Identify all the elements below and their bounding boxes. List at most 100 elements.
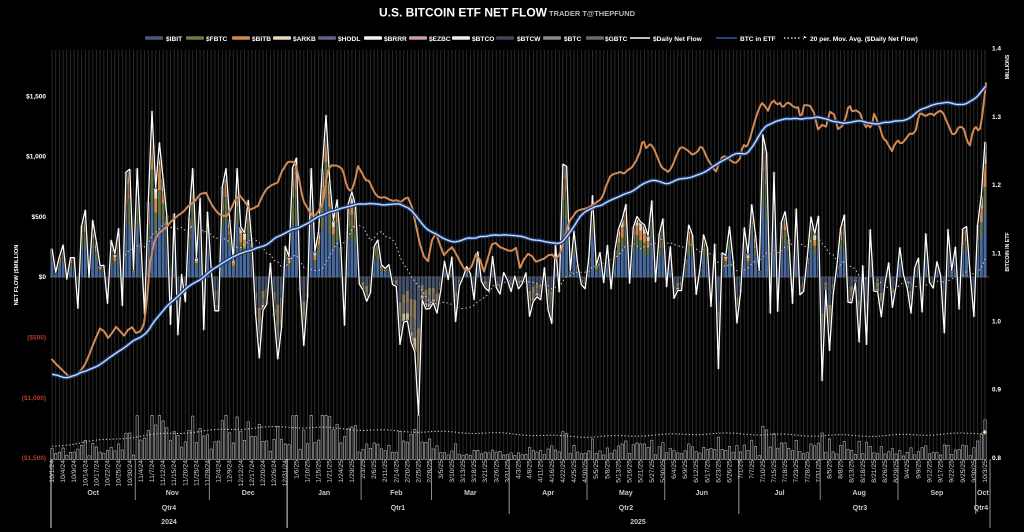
svg-text:Jun: Jun — [696, 490, 708, 497]
svg-text:9/22/25: 9/22/25 — [949, 460, 956, 483]
svg-text:10/30/24: 10/30/24 — [127, 460, 134, 487]
svg-text:7/7/25: 7/7/25 — [749, 460, 756, 479]
svg-text:10/22/24: 10/22/24 — [105, 460, 112, 487]
svg-text:5/13/25: 5/13/25 — [616, 460, 623, 483]
svg-text:2/25/25: 2/25/25 — [416, 460, 423, 483]
svg-text:12/4/24: 12/4/24 — [216, 460, 223, 483]
svg-text:($1,500): ($1,500) — [22, 455, 46, 462]
svg-text:9/4/25: 9/4/25 — [904, 460, 911, 479]
svg-text:8/8/25: 8/8/25 — [838, 460, 845, 479]
svg-text:7/23/25: 7/23/25 — [793, 460, 800, 483]
svg-text:BTC in ETF: BTC in ETF — [740, 36, 776, 43]
svg-text:3/21/25: 3/21/25 — [482, 460, 489, 483]
svg-text:$BTC: $BTC — [564, 36, 581, 43]
svg-text:3/18/25: 3/18/25 — [471, 460, 478, 483]
svg-text:1.1: 1.1 — [992, 250, 1001, 257]
svg-text:11/15/24: 11/15/24 — [171, 460, 178, 486]
svg-text:11/20/24: 11/20/24 — [182, 460, 189, 486]
svg-text:$0: $0 — [39, 274, 47, 281]
svg-text:5/27/25: 5/27/25 — [649, 460, 656, 483]
svg-text:2025: 2025 — [630, 519, 646, 526]
svg-text:$BITB: $BITB — [252, 36, 271, 43]
svg-text:5/16/25: 5/16/25 — [627, 460, 634, 483]
svg-text:5/30/25: 5/30/25 — [660, 460, 667, 483]
svg-text:0.9: 0.9 — [992, 387, 1001, 394]
svg-text:1.0: 1.0 — [992, 319, 1001, 326]
svg-text:20 per. Mov. Avg. ($Daily Net: 20 per. Mov. Avg. ($Daily Net Flow) — [810, 36, 918, 43]
svg-text:8/13/25: 8/13/25 — [849, 460, 856, 483]
svg-text:8/18/25: 8/18/25 — [860, 460, 867, 483]
svg-text:1/24/25: 1/24/25 — [338, 460, 345, 483]
svg-text:Apr: Apr — [542, 490, 554, 497]
svg-text:$IBIT: $IBIT — [166, 36, 182, 43]
svg-text:4/25/25: 4/25/25 — [571, 460, 578, 483]
svg-text:Aug: Aug — [852, 490, 866, 497]
svg-text:7/31/25: 7/31/25 — [815, 460, 822, 483]
svg-text:2024: 2024 — [161, 519, 177, 526]
svg-text:3/5/25: 3/5/25 — [438, 460, 445, 479]
svg-text:5/8/25: 5/8/25 — [604, 460, 611, 479]
svg-text:2/14/25: 2/14/25 — [393, 460, 400, 483]
svg-text:May: May — [619, 490, 633, 497]
svg-text:$HODL: $HODL — [338, 36, 360, 43]
svg-text:7/10/25: 7/10/25 — [760, 460, 767, 483]
svg-text:$FBTC: $FBTC — [206, 36, 227, 43]
svg-text:Qtr1: Qtr1 — [391, 505, 406, 512]
svg-text:$EZBC: $EZBC — [429, 36, 451, 43]
svg-text:12/12/24: 12/12/24 — [238, 460, 245, 487]
svg-text:1/29/25: 1/29/25 — [349, 460, 356, 483]
svg-text:($500): ($500) — [27, 335, 46, 342]
svg-text:1/21/25: 1/21/25 — [327, 460, 334, 483]
svg-text:Oct: Oct — [977, 490, 989, 497]
svg-text:1.3: 1.3 — [992, 114, 1001, 121]
svg-text:11/7/24: 11/7/24 — [149, 460, 156, 482]
svg-text:6/9/25: 6/9/25 — [682, 460, 689, 479]
svg-text:7/18/25: 7/18/25 — [782, 460, 789, 483]
svg-text:3/13/25: 3/13/25 — [460, 460, 467, 483]
svg-text:Nov: Nov — [166, 490, 179, 497]
svg-text:12/31/24: 12/31/24 — [282, 460, 289, 487]
svg-text:6/26/25: 6/26/25 — [727, 460, 734, 483]
svg-text:9/17/25: 9/17/25 — [938, 460, 945, 483]
svg-text:10/3/25: 10/3/25 — [982, 460, 989, 483]
svg-text:$GBTC: $GBTC — [605, 36, 628, 43]
svg-text:Qtr2: Qtr2 — [619, 505, 634, 512]
svg-text:Qtr4: Qtr4 — [974, 505, 989, 512]
svg-text:2/3/25: 2/3/25 — [360, 460, 367, 479]
svg-text:8/29/25: 8/29/25 — [893, 460, 900, 483]
svg-text:Sep: Sep — [930, 490, 943, 497]
svg-text:3/10/25: 3/10/25 — [449, 460, 456, 483]
svg-text:TRADER T@THEPFUND: TRADER T@THEPFUND — [549, 9, 636, 18]
svg-text:4/3/25: 4/3/25 — [516, 460, 523, 479]
svg-text:1/6/25: 1/6/25 — [293, 460, 300, 479]
svg-text:12/17/24: 12/17/24 — [249, 460, 256, 487]
svg-text:0.8: 0.8 — [992, 455, 1001, 462]
svg-text:$BTCW: $BTCW — [517, 36, 541, 43]
svg-text:9/30/25: 9/30/25 — [971, 460, 978, 483]
svg-text:3/31/25: 3/31/25 — [504, 460, 511, 483]
svg-text:5/21/25: 5/21/25 — [638, 460, 645, 483]
svg-text:1.4: 1.4 — [992, 46, 1001, 53]
svg-text:$ARKB: $ARKB — [293, 36, 316, 43]
svg-text:Feb: Feb — [390, 490, 402, 497]
svg-text:1/15/25: 1/15/25 — [316, 460, 323, 483]
svg-text:7/15/25: 7/15/25 — [771, 460, 778, 483]
svg-text:Qtr3: Qtr3 — [853, 505, 868, 512]
svg-text:4/11/25: 4/11/25 — [538, 460, 545, 482]
svg-text:Qtr4: Qtr4 — [162, 505, 177, 512]
svg-text:10/9/24: 10/9/24 — [71, 460, 78, 483]
svg-text:4/8/25: 4/8/25 — [527, 460, 534, 479]
svg-text:$500: $500 — [32, 214, 47, 221]
svg-text:Dec: Dec — [242, 490, 255, 497]
svg-text:$Daily Net Flow: $Daily Net Flow — [653, 36, 703, 43]
svg-text:$BRRR: $BRRR — [384, 36, 407, 43]
svg-text:7/1/25: 7/1/25 — [738, 460, 745, 479]
svg-text:3/26/25: 3/26/25 — [493, 460, 500, 483]
svg-text:BITCOIN IN ETF: BITCOIN IN ETF — [1005, 232, 1011, 271]
svg-text:12/20/24: 12/20/24 — [260, 460, 267, 487]
svg-text:Jul: Jul — [774, 490, 784, 497]
svg-text:5/5/25: 5/5/25 — [593, 460, 600, 479]
svg-text:($1,000): ($1,000) — [22, 395, 46, 402]
svg-text:NET FLOW ($MILLION: NET FLOW ($MILLION — [14, 245, 20, 306]
svg-text:7/28/25: 7/28/25 — [804, 460, 811, 483]
